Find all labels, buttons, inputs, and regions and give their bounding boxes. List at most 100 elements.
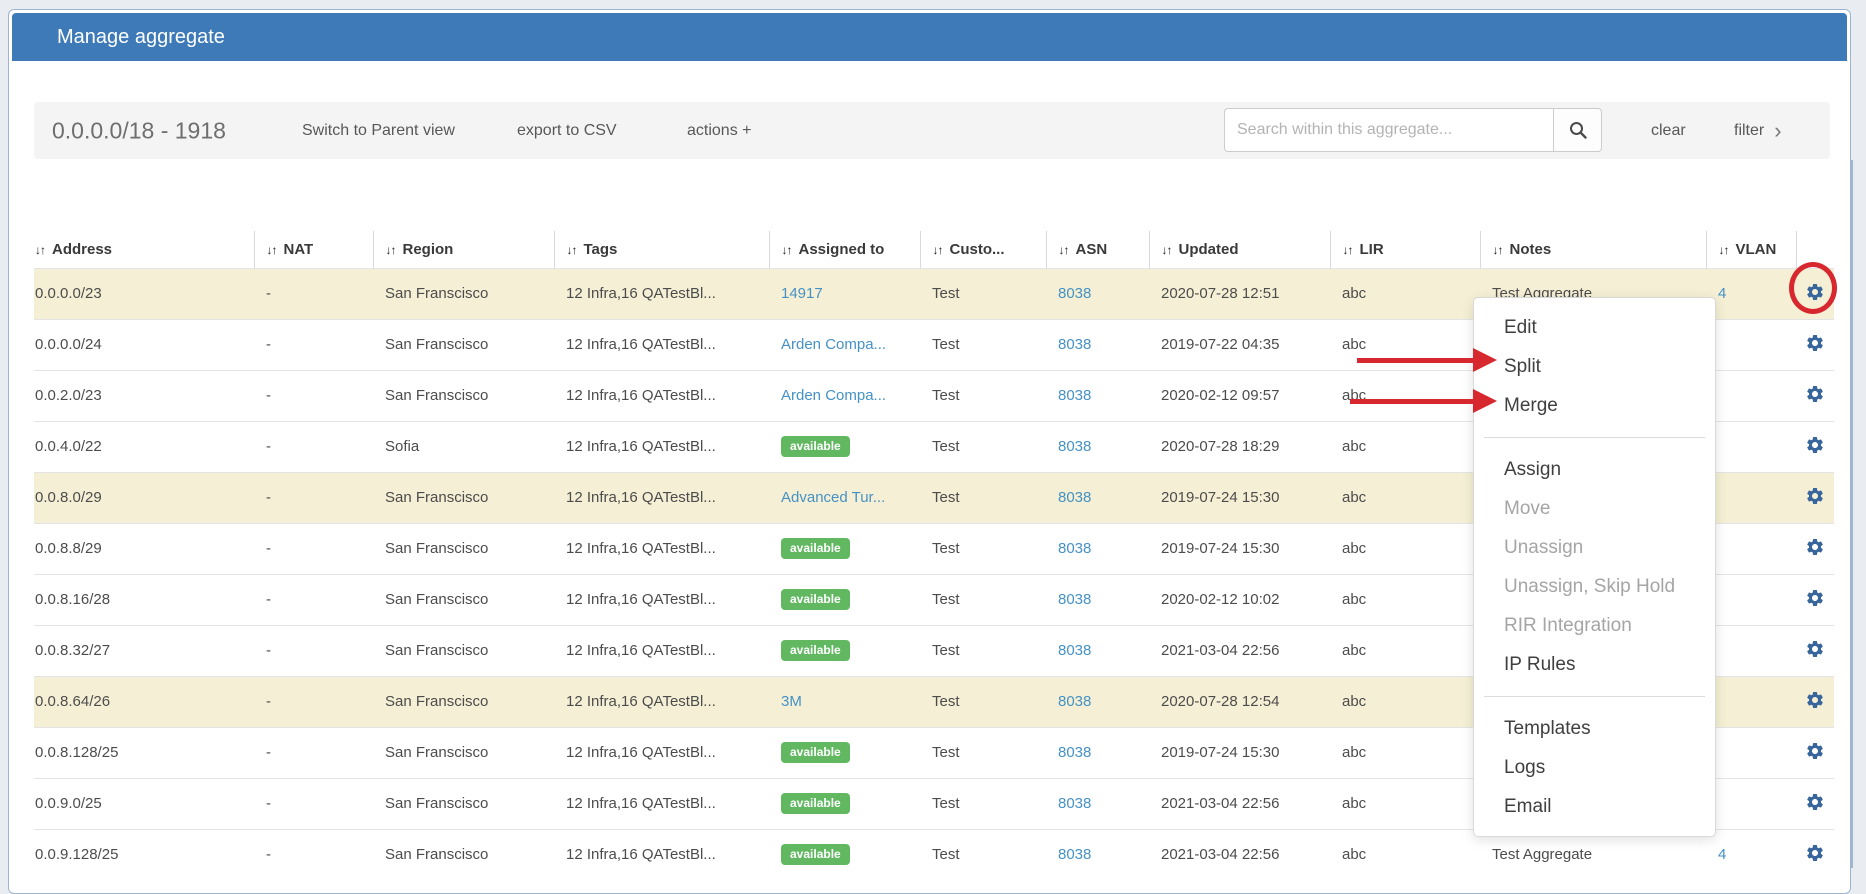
customer-cell: Test (920, 421, 1046, 472)
menu-divider (1484, 437, 1705, 438)
nat-cell: - (254, 574, 373, 625)
column-header-tags[interactable]: ↓↑Tags (554, 231, 769, 268)
row-actions-cell (1796, 421, 1834, 472)
menu-item-edit[interactable]: Edit (1474, 308, 1715, 347)
assigned-to-link[interactable]: Arden Compa... (781, 387, 886, 404)
column-label: Notes (1510, 241, 1552, 258)
gear-icon[interactable] (1805, 537, 1825, 557)
menu-item-ip-rules[interactable]: IP Rules (1474, 645, 1715, 684)
vlan-link[interactable]: 4 (1718, 285, 1726, 302)
export-csv-button[interactable]: export to CSV (517, 122, 617, 140)
menu-item-rir-integration: RIR Integration (1474, 606, 1715, 645)
asn-link[interactable]: 8038 (1058, 795, 1091, 812)
menu-item-split[interactable]: Split (1474, 347, 1715, 386)
sort-icon: ↓↑ (1059, 243, 1069, 257)
gear-icon[interactable] (1805, 384, 1825, 404)
menu-item-merge[interactable]: Merge (1474, 386, 1715, 425)
column-header-assignedto[interactable]: ↓↑Assigned to (769, 231, 920, 268)
gear-icon[interactable] (1805, 486, 1825, 506)
menu-item-logs[interactable]: Logs (1474, 748, 1715, 787)
menu-item-templates[interactable]: Templates (1474, 709, 1715, 748)
menu-item-email[interactable]: Email (1474, 787, 1715, 826)
asn-link[interactable]: 8038 (1058, 642, 1091, 659)
asn-link[interactable]: 8038 (1058, 387, 1091, 404)
assigned-to-cell: Arden Compa... (769, 370, 920, 421)
sort-icon: ↓↑ (267, 243, 277, 257)
gear-icon[interactable] (1805, 333, 1825, 353)
lir-cell: abc (1330, 676, 1480, 727)
sort-icon: ↓↑ (933, 243, 943, 257)
column-header-vlan[interactable]: ↓↑VLAN (1706, 231, 1796, 268)
menu-item-assign[interactable]: Assign (1474, 450, 1715, 489)
assigned-to-link[interactable]: 14917 (781, 285, 823, 302)
column-header-region[interactable]: ↓↑Region (373, 231, 554, 268)
column-header-updated[interactable]: ↓↑Updated (1149, 231, 1330, 268)
asn-link[interactable]: 8038 (1058, 438, 1091, 455)
gear-icon[interactable] (1805, 282, 1825, 302)
customer-cell: Test (920, 523, 1046, 574)
vlan-cell (1706, 523, 1796, 574)
lir-cell: abc (1330, 574, 1480, 625)
column-header-lir[interactable]: ↓↑LIR (1330, 231, 1480, 268)
vlan-link[interactable]: 4 (1718, 846, 1726, 863)
nat-cell: - (254, 319, 373, 370)
lir-cell: abc (1330, 727, 1480, 778)
region-cell: San Franscisco (373, 676, 554, 727)
manage-aggregate-window: Manage aggregate 0.0.0.0/18 - 1918 Switc… (8, 9, 1851, 894)
region-cell: San Franscisco (373, 727, 554, 778)
address-cell: 0.0.8.64/26 (34, 676, 254, 727)
assigned-to-cell: 14917 (769, 268, 920, 319)
asn-link[interactable]: 8038 (1058, 285, 1091, 302)
customer-cell: Test (920, 829, 1046, 880)
asn-link[interactable]: 8038 (1058, 489, 1091, 506)
search-button[interactable] (1553, 108, 1602, 152)
gear-icon[interactable] (1805, 843, 1825, 863)
column-label: Address (52, 241, 112, 258)
updated-cell: 2021-03-04 22:56 (1149, 778, 1330, 829)
available-badge: available (781, 640, 850, 661)
actions-menu-button[interactable]: actions + (687, 122, 751, 140)
column-label: LIR (1360, 241, 1384, 258)
customer-cell: Test (920, 472, 1046, 523)
row-actions-cell (1796, 268, 1834, 319)
updated-cell: 2020-02-12 10:02 (1149, 574, 1330, 625)
gear-icon[interactable] (1805, 639, 1825, 659)
gear-icon[interactable] (1805, 435, 1825, 455)
switch-parent-view-button[interactable]: Switch to Parent view (302, 122, 455, 140)
column-header-address[interactable]: ↓↑Address (34, 231, 254, 268)
sort-icon: ↓↑ (1162, 243, 1172, 257)
gear-icon[interactable] (1805, 792, 1825, 812)
gear-icon[interactable] (1805, 588, 1825, 608)
column-label: Custo... (950, 241, 1005, 258)
column-header-asn[interactable]: ↓↑ASN (1046, 231, 1149, 268)
asn-link[interactable]: 8038 (1058, 591, 1091, 608)
window-titlebar: Manage aggregate (12, 13, 1847, 61)
row-actions-cell (1796, 727, 1834, 778)
asn-link[interactable]: 8038 (1058, 336, 1091, 353)
gear-icon[interactable] (1805, 741, 1825, 761)
column-header-notes[interactable]: ↓↑Notes (1480, 231, 1706, 268)
asn-link[interactable]: 8038 (1058, 744, 1091, 761)
menu-divider (1484, 696, 1705, 697)
asn-link[interactable]: 8038 (1058, 693, 1091, 710)
gear-icon[interactable] (1805, 690, 1825, 710)
search-input[interactable] (1224, 108, 1553, 152)
column-label: Tags (584, 241, 618, 258)
column-header-custo[interactable]: ↓↑ Custo... (920, 231, 1046, 268)
available-badge: available (781, 538, 850, 559)
asn-link[interactable]: 8038 (1058, 846, 1091, 863)
column-header-nat[interactable]: ↓↑NAT (254, 231, 373, 268)
column-header-actions (1796, 231, 1834, 268)
filter-label: filter (1734, 122, 1764, 140)
assigned-to-link[interactable]: Advanced Tur... (781, 489, 885, 506)
card-right-edge (1851, 160, 1853, 868)
filter-button[interactable]: filter › (1734, 122, 1782, 140)
asn-link[interactable]: 8038 (1058, 540, 1091, 557)
asn-cell: 8038 (1046, 625, 1149, 676)
region-cell: San Franscisco (373, 370, 554, 421)
vlan-cell (1706, 472, 1796, 523)
assigned-to-link[interactable]: 3M (781, 693, 802, 710)
clear-button[interactable]: clear (1651, 122, 1686, 140)
assigned-to-link[interactable]: Arden Compa... (781, 336, 886, 353)
nat-cell: - (254, 268, 373, 319)
